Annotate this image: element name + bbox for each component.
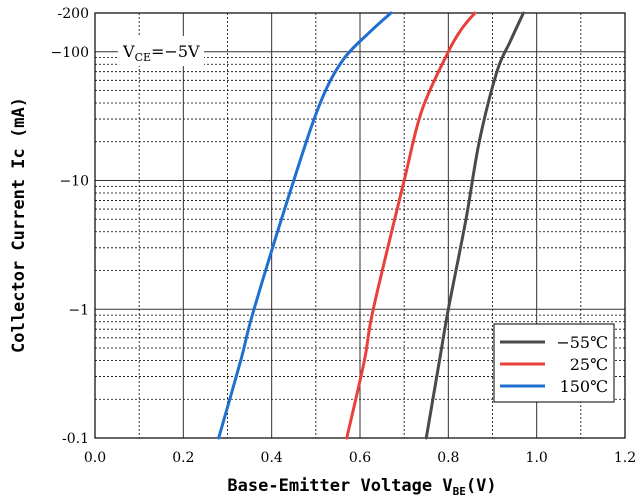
x-tick-labels: 0.0 0.2 0.4 0.6 0.8 1.0 1.2 [84,450,636,466]
y-tick-labels: -0.1 −1 −10 −100 -200 [51,6,89,447]
annotation-sub: CE [135,51,151,64]
annotation-value: =−5V [151,42,200,61]
series-line-0 [424,11,525,440]
x-tick-label: 0.6 [349,450,371,466]
annotation-main: V [122,42,135,61]
y-tick-label: -0.1 [62,431,89,447]
series-line-1 [345,11,477,440]
plot-frame [94,12,626,439]
legend: −55℃ 25℃ 150℃ [493,323,615,403]
legend-label-2: 150℃ [560,377,608,396]
x-axis-title: Base-Emitter Voltage VBE(V) [227,476,496,498]
x-axis-title-unit: (V) [466,476,497,496]
y-tick-label: −1 [68,302,89,318]
x-tick-label: 0.4 [261,450,283,466]
x-tick-label: 0.8 [437,450,459,466]
x-tick-label: 0.2 [172,450,194,466]
x-axis-title-main: Base-Emitter Voltage V [227,476,452,496]
x-tick-label: 1.0 [526,450,548,466]
y-tick-label: −100 [51,45,89,61]
legend-label-0: −55℃ [556,333,608,352]
x-tick-label: 1.2 [614,450,636,466]
x-axis-title-sub: BE [453,485,466,498]
vce-annotation: VCE=−5V [118,36,204,66]
y-tick-label: −10 [59,174,89,190]
series-layer [217,11,525,440]
annotation-text: VCE=−5V [122,42,200,64]
y-axis-title: Collector Current Ic (mA) [9,97,29,353]
y-tick-label: -200 [58,6,89,22]
legend-label-1: 25℃ [570,355,608,374]
series-line-2 [217,11,393,440]
x-tick-label: 0.0 [84,450,106,466]
annotation-background [118,36,204,66]
major-gridlines [95,13,625,438]
